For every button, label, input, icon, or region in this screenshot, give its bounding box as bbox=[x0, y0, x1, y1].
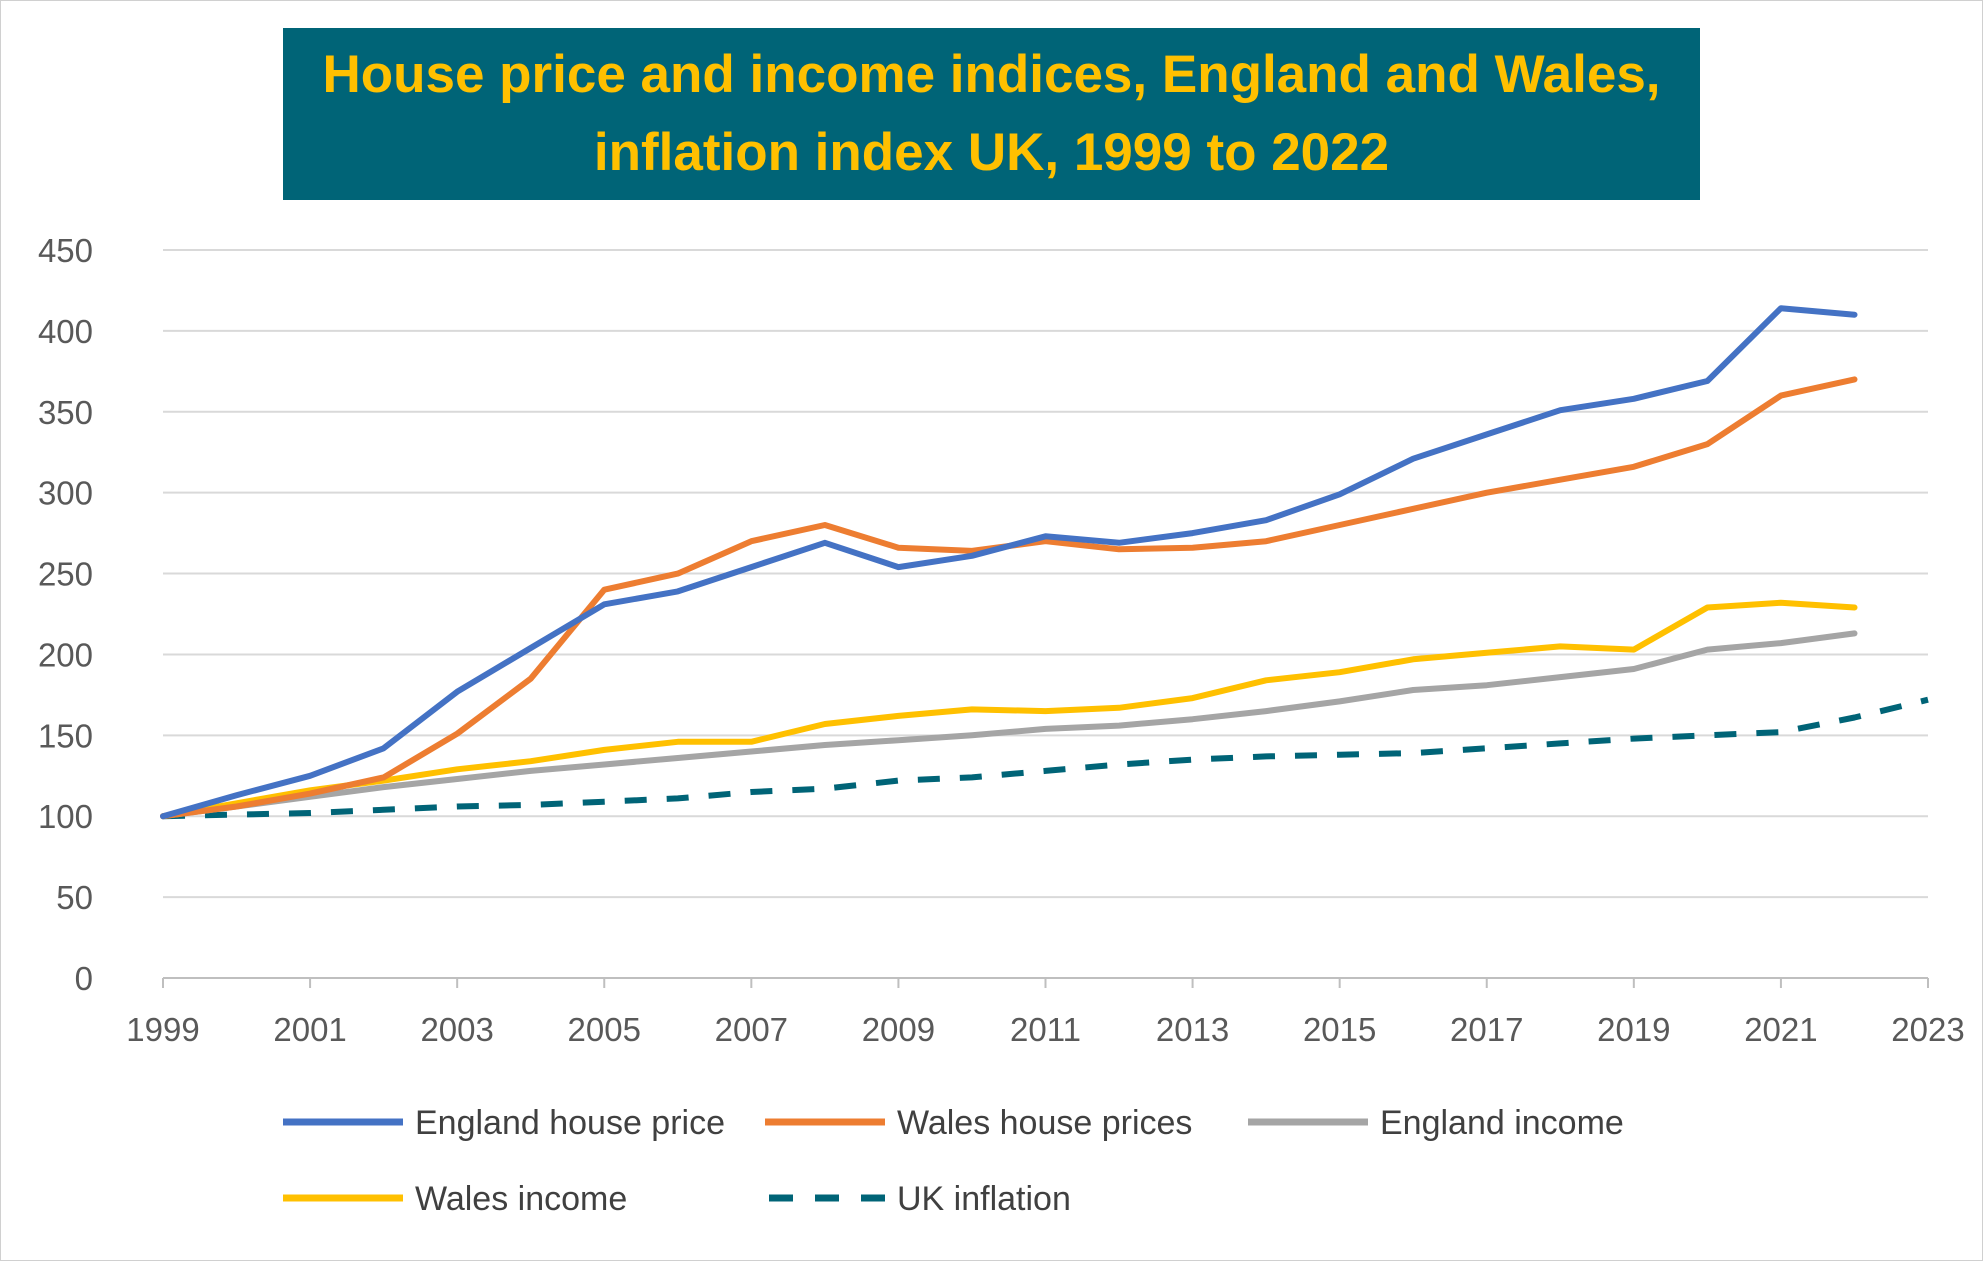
x-tick-label: 2013 bbox=[1156, 1011, 1229, 1048]
y-tick-label: 250 bbox=[38, 556, 93, 593]
x-tick-label: 2017 bbox=[1450, 1011, 1523, 1048]
x-tick-label: 2005 bbox=[568, 1011, 641, 1048]
legend-entry: UK inflation bbox=[769, 1180, 1071, 1218]
x-axis: 1999 2001 2003 2005 2007 2009 2011 2013 2015 2017… bbox=[126, 978, 1965, 1048]
y-tick-label: 100 bbox=[38, 798, 93, 835]
y-tick-label: 200 bbox=[38, 636, 93, 673]
y-tick-label: 50 bbox=[56, 879, 93, 916]
chart-title: House price and income indices, England … bbox=[322, 45, 1661, 182]
legend-entry: England house price bbox=[283, 1104, 725, 1142]
legend: England house price Wales house prices Eng… bbox=[283, 1104, 1624, 1218]
legend-label: England income bbox=[1380, 1104, 1624, 1142]
x-tick-label: 2021 bbox=[1744, 1011, 1817, 1048]
legend-entry: Wales house prices bbox=[765, 1104, 1192, 1142]
y-tick-label: 150 bbox=[38, 717, 93, 754]
x-tick-label: 2015 bbox=[1303, 1011, 1376, 1048]
x-tick-label: 2001 bbox=[273, 1011, 346, 1048]
legend-label: Wales house prices bbox=[897, 1104, 1192, 1142]
x-tick-label: 2011 bbox=[1010, 1011, 1081, 1048]
y-tick-label: 350 bbox=[38, 394, 93, 431]
x-tick-label: 2009 bbox=[862, 1011, 935, 1048]
series-line-uk-inflation bbox=[162, 696, 1929, 820]
legend-label: England house price bbox=[415, 1104, 725, 1142]
x-tick-label: 2019 bbox=[1597, 1011, 1670, 1048]
gridlines bbox=[163, 249, 1928, 979]
y-tick-label: 0 bbox=[75, 960, 93, 997]
legend-entry: England income bbox=[1248, 1104, 1624, 1142]
legend-label: UK inflation bbox=[897, 1180, 1071, 1218]
series-layer bbox=[160, 305, 1929, 820]
x-tick-label: 1999 bbox=[126, 1011, 199, 1048]
series-line-england-house-price bbox=[160, 305, 1858, 820]
series-line-england-income bbox=[160, 630, 1858, 820]
legend-label: Wales income bbox=[415, 1180, 627, 1218]
y-tick-label: 300 bbox=[38, 475, 93, 512]
legend-entry: Wales income bbox=[283, 1180, 627, 1218]
x-tick-label: 2003 bbox=[420, 1011, 493, 1048]
y-axis: 0 50 100 150 200 250 300 350 400 450 bbox=[38, 232, 93, 997]
series-line-wales-house-prices bbox=[160, 376, 1858, 820]
x-tick-label: 2023 bbox=[1891, 1011, 1964, 1048]
y-tick-label: 400 bbox=[38, 313, 93, 350]
y-tick-label: 450 bbox=[38, 232, 93, 269]
series-line-wales-income bbox=[160, 599, 1858, 820]
x-tick-label: 2007 bbox=[715, 1011, 788, 1048]
chart-title-box: House price and income indices, England … bbox=[283, 28, 1700, 200]
